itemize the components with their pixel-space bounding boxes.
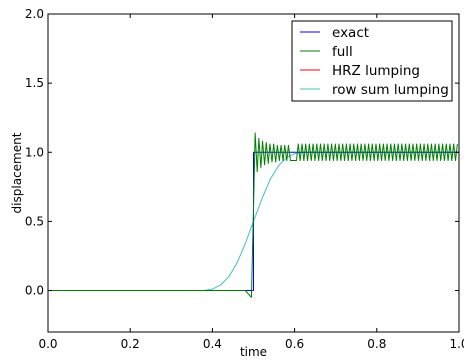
legend-label-exact: exact: [332, 25, 369, 41]
x-tick-label: 0.6: [285, 337, 304, 351]
y-tick-label: 0.5: [25, 214, 44, 228]
legend-label-row-sum-lumping: row sum lumping: [332, 82, 449, 98]
x-axis-title: time: [240, 345, 267, 359]
y-tick-label: 1.0: [25, 145, 44, 159]
plot-frame: [47, 13, 460, 333]
y-tick-label: 1.5: [25, 76, 44, 90]
legend-box: [291, 20, 453, 102]
plot-layer: [48, 132, 459, 298]
legend-label-hrz-lumping: HRZ lumping: [332, 63, 420, 79]
x-tick-label: 0.4: [203, 337, 222, 351]
legend: exact full HRZ lumping row sum lumping: [291, 20, 453, 102]
x-tick-label: 0.2: [121, 337, 140, 351]
x-tick-label: 1.0: [449, 337, 464, 351]
y-tick-label: 2.0: [25, 7, 44, 21]
series-full-line: [48, 132, 458, 298]
x-tick-label: 0.0: [38, 337, 57, 351]
legend-label-full: full: [332, 44, 353, 60]
ticks-layer: 0.0 0.2 0.4 0.6 0.8 1.0 0.0 0.5 1.0 1.5 2.0: [25, 7, 464, 351]
y-tick-label: 0.0: [25, 284, 44, 298]
x-tick-label: 0.8: [367, 337, 386, 351]
y-axis-title: displacement: [10, 132, 24, 213]
